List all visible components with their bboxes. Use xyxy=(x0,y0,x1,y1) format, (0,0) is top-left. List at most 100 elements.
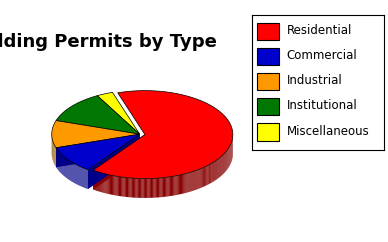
Polygon shape xyxy=(183,174,184,194)
Polygon shape xyxy=(226,151,227,171)
Polygon shape xyxy=(219,158,220,177)
Polygon shape xyxy=(93,135,145,189)
Polygon shape xyxy=(102,173,103,193)
Polygon shape xyxy=(182,174,183,194)
Polygon shape xyxy=(93,91,233,179)
Polygon shape xyxy=(56,96,140,134)
Bar xyxy=(258,123,279,141)
Polygon shape xyxy=(145,179,146,198)
Polygon shape xyxy=(181,174,182,194)
Polygon shape xyxy=(107,174,109,194)
Polygon shape xyxy=(101,173,102,192)
Polygon shape xyxy=(192,171,194,191)
Polygon shape xyxy=(200,168,201,188)
Polygon shape xyxy=(150,179,151,198)
Polygon shape xyxy=(119,177,120,196)
Polygon shape xyxy=(125,177,126,197)
Polygon shape xyxy=(94,171,95,190)
Polygon shape xyxy=(227,149,228,169)
Polygon shape xyxy=(153,178,154,198)
Polygon shape xyxy=(207,166,208,185)
Polygon shape xyxy=(177,175,178,195)
Text: Miscellaneous: Miscellaneous xyxy=(286,125,369,137)
Polygon shape xyxy=(209,164,210,184)
Polygon shape xyxy=(147,179,149,198)
Polygon shape xyxy=(120,177,121,196)
Polygon shape xyxy=(205,166,206,186)
Polygon shape xyxy=(140,179,141,198)
Bar xyxy=(258,23,279,40)
Polygon shape xyxy=(141,179,142,198)
Polygon shape xyxy=(96,171,97,191)
Polygon shape xyxy=(139,179,140,198)
Polygon shape xyxy=(164,177,165,197)
Polygon shape xyxy=(187,173,189,192)
Polygon shape xyxy=(132,178,133,197)
Polygon shape xyxy=(191,172,192,191)
Polygon shape xyxy=(109,175,110,194)
Polygon shape xyxy=(156,178,157,198)
Polygon shape xyxy=(111,175,112,195)
Polygon shape xyxy=(173,176,174,196)
Polygon shape xyxy=(98,172,99,191)
Polygon shape xyxy=(223,154,224,174)
Polygon shape xyxy=(204,167,205,187)
Polygon shape xyxy=(103,173,104,193)
Polygon shape xyxy=(206,166,207,186)
Polygon shape xyxy=(104,174,106,193)
Polygon shape xyxy=(171,176,172,196)
Polygon shape xyxy=(158,178,159,197)
Polygon shape xyxy=(146,179,147,198)
Polygon shape xyxy=(129,178,130,197)
Polygon shape xyxy=(166,177,168,197)
Polygon shape xyxy=(221,156,222,176)
Bar xyxy=(258,48,279,65)
Polygon shape xyxy=(216,160,217,180)
Polygon shape xyxy=(133,178,134,198)
Polygon shape xyxy=(144,179,145,198)
Polygon shape xyxy=(212,162,213,182)
Polygon shape xyxy=(195,171,196,190)
Polygon shape xyxy=(142,179,144,198)
Polygon shape xyxy=(184,174,185,193)
Polygon shape xyxy=(130,178,132,197)
Polygon shape xyxy=(175,176,177,195)
Polygon shape xyxy=(169,177,170,196)
Polygon shape xyxy=(52,121,140,148)
Polygon shape xyxy=(127,178,128,197)
Polygon shape xyxy=(122,177,123,197)
Polygon shape xyxy=(214,161,215,181)
Polygon shape xyxy=(225,151,226,172)
Polygon shape xyxy=(123,177,125,197)
Polygon shape xyxy=(149,179,150,198)
Polygon shape xyxy=(172,176,173,196)
Polygon shape xyxy=(152,178,153,198)
Polygon shape xyxy=(134,178,135,198)
Polygon shape xyxy=(160,178,162,197)
Polygon shape xyxy=(203,167,204,187)
Polygon shape xyxy=(194,171,195,190)
Polygon shape xyxy=(159,178,160,197)
Polygon shape xyxy=(114,176,116,195)
Polygon shape xyxy=(100,173,101,192)
Polygon shape xyxy=(138,178,139,198)
Polygon shape xyxy=(56,134,140,167)
Polygon shape xyxy=(113,176,114,195)
Polygon shape xyxy=(201,168,202,188)
Polygon shape xyxy=(197,169,199,189)
Polygon shape xyxy=(56,134,140,170)
Polygon shape xyxy=(190,172,191,192)
Polygon shape xyxy=(210,164,211,183)
Text: Residential: Residential xyxy=(286,24,352,37)
Polygon shape xyxy=(116,176,118,196)
Polygon shape xyxy=(97,92,140,134)
Text: Building Permits by Type: Building Permits by Type xyxy=(0,33,217,51)
Text: Commercial: Commercial xyxy=(286,49,357,62)
Polygon shape xyxy=(106,174,107,194)
Polygon shape xyxy=(199,169,200,189)
Polygon shape xyxy=(162,178,163,197)
Polygon shape xyxy=(97,172,98,191)
Polygon shape xyxy=(174,176,175,195)
Polygon shape xyxy=(170,177,171,196)
Polygon shape xyxy=(222,155,223,175)
